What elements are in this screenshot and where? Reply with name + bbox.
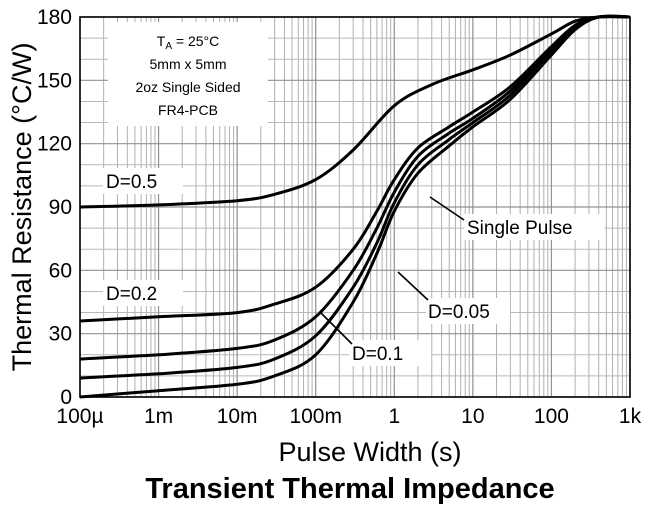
leader-d005 — [397, 271, 429, 301]
leader-single — [429, 196, 465, 221]
x-tick-label: 1 — [388, 405, 400, 428]
x-axis-label: Pulse Width (s) — [278, 437, 461, 467]
y-tick-label: 180 — [37, 6, 72, 29]
condition-board: FR4-PCB — [158, 102, 218, 118]
series-curves — [79, 14, 631, 399]
series-line-0 — [79, 15, 631, 209]
condition-copper: 2oz Single Sided — [135, 79, 240, 95]
y-tick-label: 0 — [60, 386, 72, 409]
plot-frame — [79, 16, 631, 398]
label-bg-d05 — [103, 168, 183, 194]
x-tick-label: 1m — [144, 405, 173, 428]
series-label-d05: D=0.5 — [106, 172, 157, 193]
x-tick-label: 10m — [217, 405, 258, 428]
chart-title: Transient Thermal Impedance — [145, 473, 554, 505]
y-tick-label: 150 — [37, 69, 72, 92]
series-line-3 — [79, 14, 631, 380]
y-tick-label: 120 — [37, 133, 72, 156]
y-tick-label: 90 — [49, 196, 72, 219]
series-label-d005: D=0.05 — [428, 302, 490, 323]
x-tick-label: 1k — [619, 405, 642, 428]
x-tick-label: 10 — [461, 405, 484, 428]
series-label-d02: D=0.2 — [106, 284, 157, 305]
series-line-2 — [79, 14, 631, 361]
y-tick-label: 30 — [49, 323, 72, 346]
x-tick-label: 100m — [289, 405, 342, 428]
y-tick-labels: 0 30 60 90 120 150 180 — [37, 6, 72, 409]
label-bg-d02 — [103, 280, 183, 306]
series-label-single-pulse: Single Pulse — [467, 218, 573, 239]
label-bg-d005 — [426, 298, 510, 324]
y-tick-label: 60 — [49, 259, 72, 282]
x-tick-label: 100 — [534, 405, 569, 428]
x-tick-label: 100µ — [56, 405, 103, 428]
series-line-4 — [79, 14, 631, 399]
x-tick-labels: 100µ 1m 10m 100m 1 10 100 1k — [56, 405, 641, 428]
y-axis-label: Thermal Resistance (°C/W) — [7, 43, 37, 372]
label-bg-single — [464, 214, 604, 240]
label-bg-d01 — [349, 340, 431, 366]
series-label-d01: D=0.1 — [352, 344, 403, 365]
condition-size: 5mm x 5mm — [150, 56, 227, 72]
conditions-box — [108, 22, 268, 126]
condition-temperature: TA = 25°C — [157, 33, 219, 52]
